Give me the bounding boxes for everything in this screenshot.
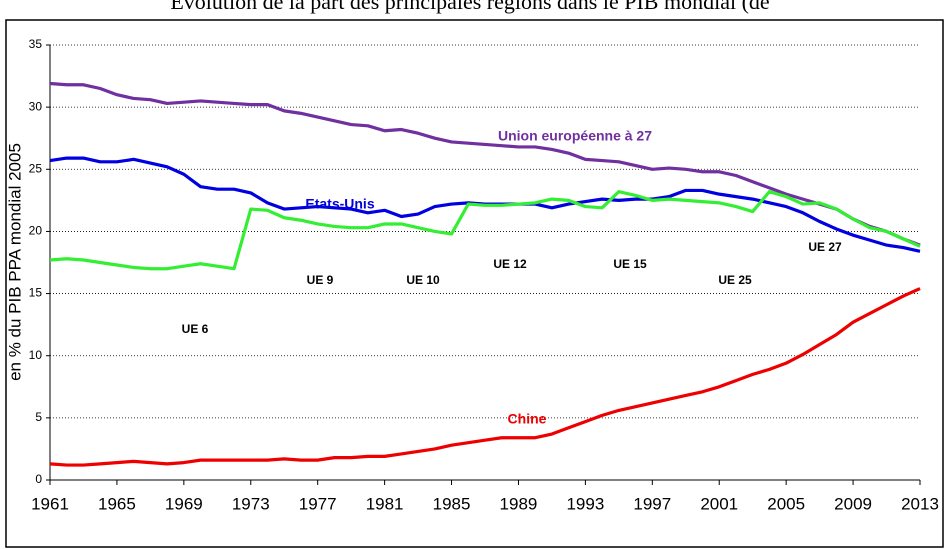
series-line [49, 287, 921, 467]
y-tick-label: 5 [35, 410, 42, 424]
frame [5, 19, 944, 548]
y-tick-label: 25 [29, 161, 43, 175]
series-label: Union européenne à 27 [498, 128, 652, 144]
y-tick-label: 30 [29, 99, 43, 113]
series-label: Etats-Unis [305, 196, 374, 212]
annotation: UE 6 [182, 322, 209, 336]
x-tick-label: 1985 [433, 494, 471, 513]
x-tick-label: 1993 [566, 494, 604, 513]
annotation: UE 15 [613, 257, 647, 271]
annotation: UE 12 [493, 257, 527, 271]
series-line [49, 81, 921, 247]
x-tick-label: 2009 [834, 494, 872, 513]
chart-title: Évolution de la part des principales rég… [170, 0, 769, 14]
x-tick-label: 2001 [700, 494, 738, 513]
x-tick-label: 1997 [633, 494, 671, 513]
x-tick-label: 1977 [299, 494, 337, 513]
x-tick-label: 2005 [767, 494, 805, 513]
annotation: UE 27 [808, 240, 842, 254]
annotation: UE 25 [718, 273, 752, 287]
y-tick-label: 10 [29, 348, 43, 362]
y-tick-label: 35 [29, 37, 43, 51]
y-tick-label: 15 [29, 286, 43, 300]
y-axis-label: en % du PIB PPA mondial 2005 [5, 143, 24, 381]
series-label: Chine [508, 411, 547, 427]
x-tick-label: 1965 [98, 494, 136, 513]
x-tick-label: 2013 [901, 494, 939, 513]
annotation: UE 10 [406, 273, 440, 287]
annotation: UE 9 [307, 273, 334, 287]
series-line [49, 190, 921, 271]
x-tick-label: 1961 [31, 494, 69, 513]
x-tick-label: 1973 [232, 494, 270, 513]
x-tick-label: 1981 [366, 494, 404, 513]
x-tick-label: 1989 [500, 494, 538, 513]
y-tick-label: 0 [35, 472, 42, 486]
y-tick-label: 20 [29, 224, 43, 238]
x-tick-label: 1969 [165, 494, 203, 513]
